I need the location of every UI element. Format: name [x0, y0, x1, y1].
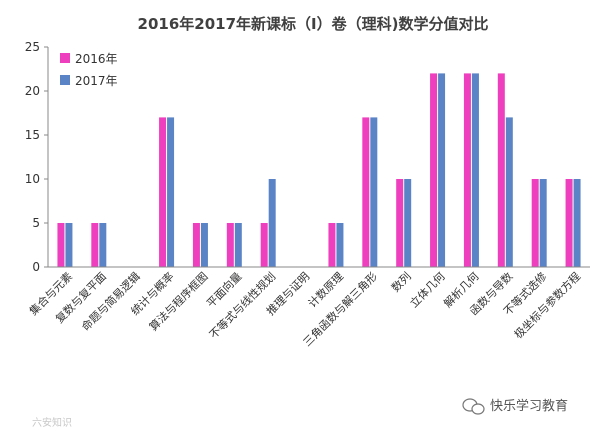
wechat-icon	[462, 398, 485, 415]
bar-2016	[497, 73, 505, 268]
y-tick-label: 20	[25, 84, 40, 98]
bar-2017	[200, 223, 208, 267]
bar-2016	[226, 223, 234, 267]
bar-2016	[159, 117, 167, 268]
bar-2017	[336, 223, 344, 267]
bar-2016	[430, 73, 438, 268]
y-tick-label: 0	[32, 260, 40, 274]
bar-2017	[234, 223, 242, 267]
bar-2017	[370, 117, 378, 268]
y-axis: 0 5 10 15 20 25	[25, 40, 49, 274]
x-tick-label: 立体几何	[407, 269, 448, 310]
y-tick-label: 5	[32, 216, 40, 230]
y-tick-label: 15	[25, 128, 40, 142]
x-axis: 集合与元素复数与复平面命题与简易逻辑统计与概率算法与程序框图平面向量不等式与线性…	[26, 266, 590, 349]
y-tick-label: 10	[25, 172, 40, 186]
bar-2017	[438, 73, 446, 268]
chart-title: 2016年2017年新课标（Ⅰ）卷（理科)数学分值对比	[138, 15, 489, 33]
bar-2016	[328, 223, 336, 267]
bar-2017	[505, 117, 513, 268]
x-tick-label: 命题与简易逻辑	[78, 269, 142, 333]
bars	[57, 73, 581, 268]
bar-2017	[404, 179, 412, 267]
legend: 2016年 2017年	[60, 52, 118, 88]
bar-2016	[57, 223, 65, 267]
bar-2017	[573, 179, 581, 267]
bar-2016	[362, 117, 370, 268]
bar-2017	[99, 223, 107, 267]
x-tick-label: 算法与程序框图	[146, 269, 210, 333]
bar-2016	[192, 223, 200, 267]
bar-2016	[463, 73, 471, 268]
bar-2016	[260, 223, 268, 267]
bar-2016	[396, 179, 404, 267]
legend-label: 2017年	[75, 74, 118, 88]
bar-2017	[65, 223, 73, 267]
bar-2016	[91, 223, 99, 267]
bar-2017	[471, 73, 479, 268]
bar-2017	[167, 117, 175, 268]
legend-label: 2016年	[75, 52, 118, 66]
bar-2016	[565, 179, 573, 267]
bar-2017	[268, 179, 276, 267]
brand-text: 快乐学习教育	[490, 398, 568, 414]
watermark: 六安知识	[32, 416, 72, 429]
bar-2016	[531, 179, 539, 267]
legend-swatch	[60, 53, 70, 63]
legend-swatch	[60, 75, 70, 85]
x-tick-label: 数列	[388, 269, 413, 294]
bar-2017	[539, 179, 547, 267]
y-tick-label: 25	[25, 40, 40, 54]
